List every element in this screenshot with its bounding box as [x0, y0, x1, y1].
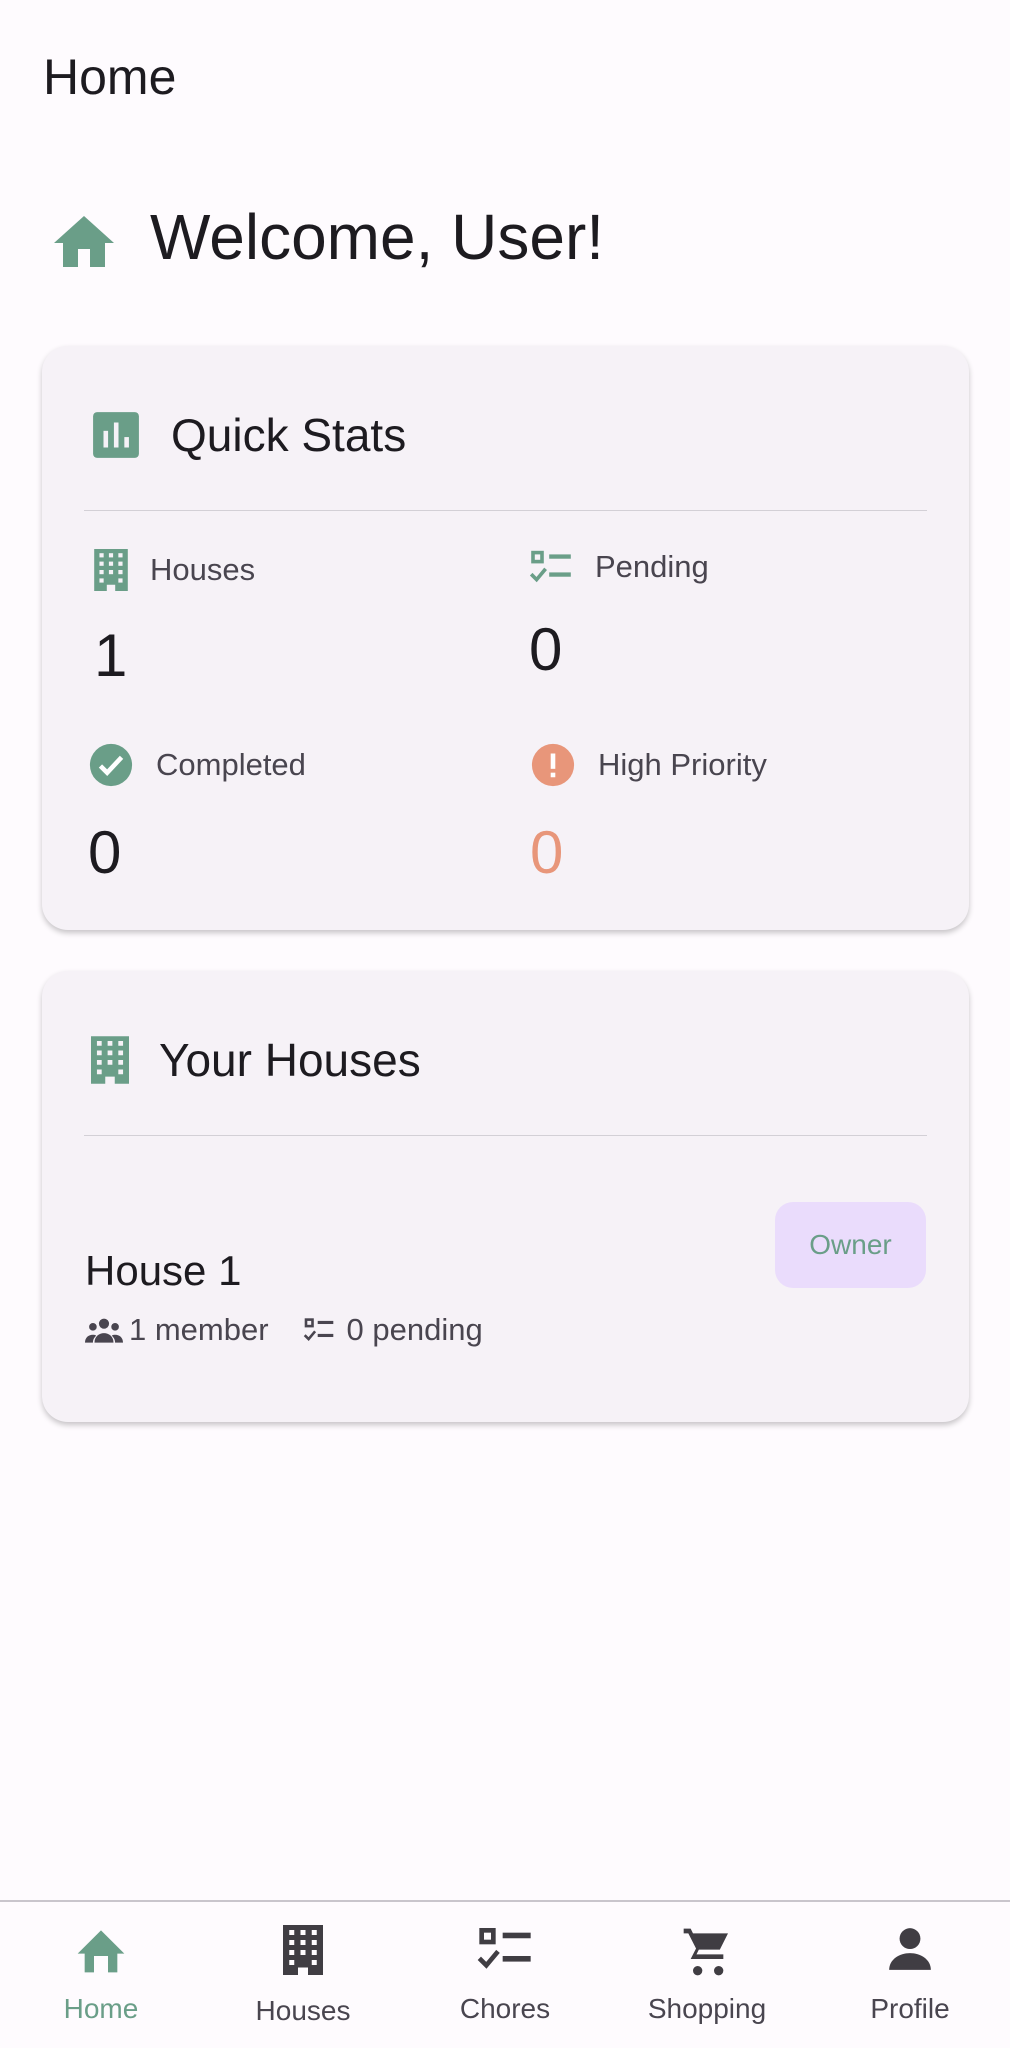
stat-value: 0	[530, 819, 564, 886]
welcome-text: Welcome, User!	[150, 201, 605, 273]
checklist-icon	[303, 1318, 333, 1342]
stat-high-priority: High Priority 0	[530, 742, 930, 887]
stat-completed: Completed 0	[88, 742, 488, 887]
group-icon	[85, 1318, 123, 1343]
stat-value: 1	[94, 622, 128, 689]
nav-chores[interactable]: Chores	[405, 1924, 605, 2025]
welcome-banner: Welcome, User!	[48, 200, 604, 274]
house-name: House 1	[85, 1247, 242, 1294]
person-icon	[889, 1928, 931, 1970]
nav-profile[interactable]: Profile	[810, 1924, 1010, 2025]
your-houses-title: Your Houses	[159, 1034, 421, 1086]
home-icon	[77, 1930, 125, 1973]
error-icon	[531, 743, 575, 787]
stat-value: 0	[529, 616, 563, 683]
page-title: Home	[43, 49, 177, 105]
quick-stats-title: Quick Stats	[171, 409, 407, 461]
bottom-navigation: Home Houses Chores Shopping Profile	[0, 1900, 1010, 2048]
checklist-icon	[529, 550, 571, 583]
nav-houses[interactable]: Houses	[203, 1924, 403, 2027]
house-meta: 1 member 0 pending	[85, 1312, 483, 1348]
bar-chart-icon	[93, 412, 139, 458]
stat-pending: Pending 0	[529, 549, 929, 684]
home-icon	[54, 216, 114, 267]
checklist-icon	[477, 1928, 531, 1969]
check-circle-icon	[89, 743, 133, 787]
shopping-cart-icon	[683, 1928, 728, 1976]
building-icon	[283, 1925, 323, 1975]
nav-home[interactable]: Home	[1, 1924, 201, 2025]
nav-shopping[interactable]: Shopping	[607, 1924, 807, 2025]
stat-value: 0	[88, 819, 122, 886]
your-houses-card: Your Houses House 1 Owner 1 member 0 pen…	[42, 971, 969, 1422]
building-icon	[91, 1036, 129, 1084]
stat-houses: Houses 1	[94, 549, 494, 690]
building-icon	[94, 549, 128, 591]
quick-stats-card: Quick Stats Houses 1 Pending 0 Completed…	[42, 346, 969, 930]
divider	[84, 1135, 927, 1136]
divider	[84, 510, 927, 511]
role-badge: Owner	[775, 1202, 926, 1288]
